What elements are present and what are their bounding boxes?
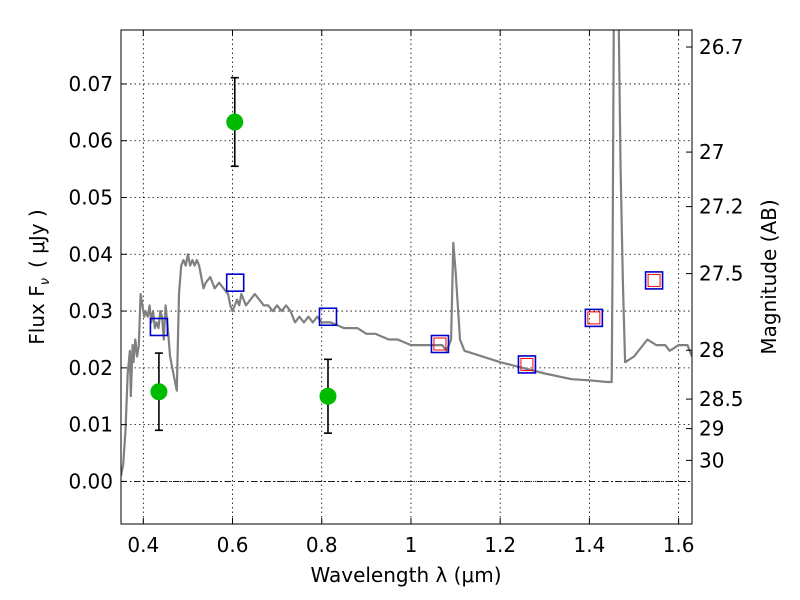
x-tick-label-6: 1.6 <box>663 533 695 557</box>
x-tick-label-4: 1.2 <box>484 533 516 557</box>
x-axis-ticks: 0.4 0.6 0.8 1 1.2 1.4 1.6 <box>127 30 695 557</box>
y-tick-label-3: 0.03 <box>68 299 113 323</box>
blue-band-square-6 <box>644 271 664 290</box>
measurement-point-0 <box>150 383 168 401</box>
x-tick-label-2: 0.8 <box>306 533 338 557</box>
right-tick-label-4: 28 <box>699 338 724 362</box>
x-axis-label: Wavelength λ (μm) <box>310 563 501 587</box>
y-label-flux-text: Flux F <box>25 285 49 344</box>
x-tick-label-1: 0.6 <box>217 533 249 557</box>
y-label-unit: ( μJy ) <box>25 209 49 268</box>
y-axis-label-left: Flux Fν ( μJy ) <box>25 209 53 344</box>
measurement-points <box>150 113 337 405</box>
model-spectrum <box>121 30 692 476</box>
right-tick-label-7: 30 <box>699 448 724 472</box>
y-tick-label-7: 0.07 <box>68 72 113 96</box>
y-tick-label-0: 0.00 <box>68 469 113 493</box>
right-tick-label-0: 26.7 <box>699 35 744 59</box>
blue-band-square-3 <box>430 334 450 354</box>
blue-band-square-4 <box>517 355 537 374</box>
x-tick-label-3: 1 <box>405 533 418 557</box>
right-tick-label-5: 28.5 <box>699 387 744 411</box>
right-magnitude-ticks: 26.7 27 27.2 27.5 28 28.5 29 30 <box>686 35 744 472</box>
right-tick-label-6: 29 <box>699 417 724 441</box>
y-axis-ticks: 0.00 0.01 0.02 0.03 0.04 0.05 0.06 0.07 <box>68 72 127 493</box>
x-tick-label-0: 0.4 <box>127 533 159 557</box>
right-tick-label-2: 27.2 <box>699 195 744 219</box>
red-band-square-2 <box>587 311 601 325</box>
red-band-square-1 <box>520 357 534 371</box>
y-tick-label-2: 0.02 <box>68 356 113 380</box>
model-band-red-markers <box>433 273 661 371</box>
blue-band-square-2 <box>318 307 338 327</box>
svg-text:Flux Fν( μJy ): Flux Fν ( μJy ) <box>25 209 53 344</box>
model-band-blue-markers <box>149 271 664 374</box>
y-tick-label-6: 0.06 <box>68 129 113 153</box>
right-tick-label-3: 27.5 <box>699 262 744 286</box>
blue-band-square-0 <box>149 317 169 337</box>
y-label-subscript: ν <box>38 278 53 285</box>
plot-frame <box>120 29 693 525</box>
blue-band-square-5 <box>584 308 604 328</box>
y-tick-label-1: 0.01 <box>68 413 113 437</box>
y-tick-label-5: 0.05 <box>68 186 113 210</box>
x-tick-label-5: 1.4 <box>573 533 605 557</box>
measurement-point-2 <box>319 387 337 405</box>
y-tick-label-4: 0.04 <box>68 242 113 266</box>
blue-band-square-1 <box>225 273 245 292</box>
spectrum-line <box>121 30 692 476</box>
right-tick-label-1: 27 <box>699 140 724 164</box>
y-axis-label-right: Magnitude (AB) <box>757 199 781 354</box>
measurement-point-1 <box>226 113 244 131</box>
red-band-square-0 <box>433 337 447 351</box>
red-band-square-3 <box>647 273 661 287</box>
